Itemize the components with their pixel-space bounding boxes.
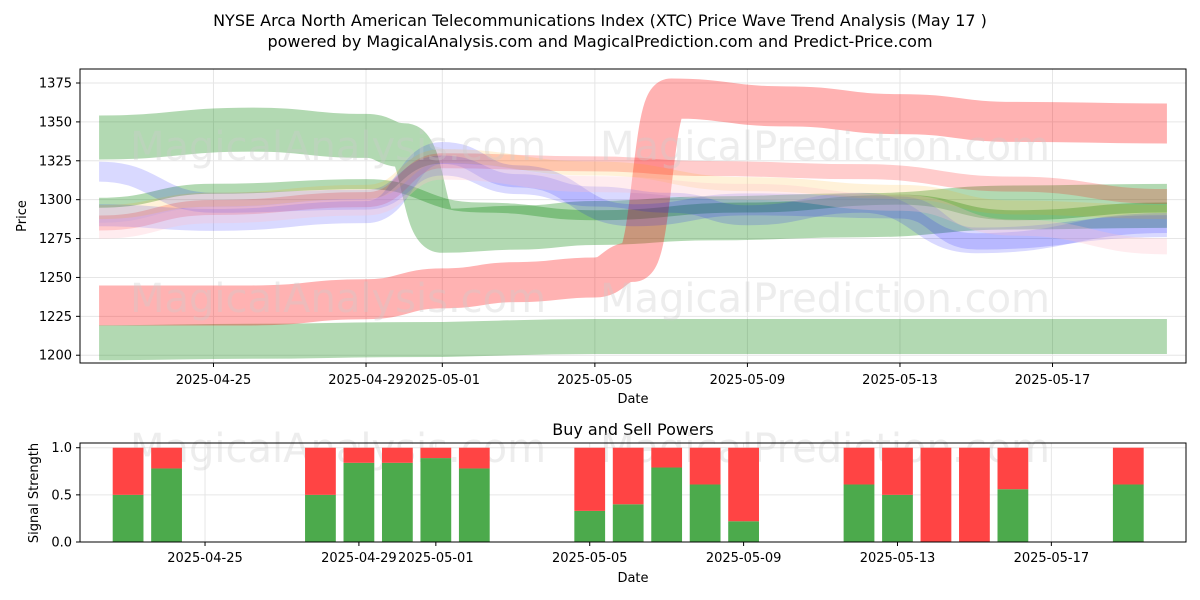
price-ticks: 1200 1225 1250 1275 1300 1325 1350 1375 2025-04-… xyxy=(39,77,1090,389)
price-ytick-label: 1325 xyxy=(39,154,72,169)
price-grid xyxy=(80,69,1186,363)
price-band-blue xyxy=(99,142,1167,250)
watermark: MagicalAnalysis.com xyxy=(130,276,546,322)
buy-power-bar xyxy=(728,521,759,542)
buy-power-bar xyxy=(689,484,721,542)
price-ytick-label: 1225 xyxy=(39,310,72,325)
watermark: MagicalPrediction.com xyxy=(600,276,1050,322)
buy-power-bar xyxy=(420,458,452,542)
sell-power-bar xyxy=(651,447,683,468)
signal-axes-frame xyxy=(79,442,1187,543)
buy-power-bar xyxy=(151,468,182,542)
watermark: MagicalAnalysis.com xyxy=(130,124,546,170)
signal-title: Buy and Sell Powers xyxy=(552,420,714,439)
signal-xtick-label: 2025-04-25 xyxy=(167,551,243,566)
sell-power-bar xyxy=(420,447,452,459)
price-xtick-label: 2025-04-29 xyxy=(328,373,404,388)
signal-ticks: 0.0 0.5 1.0 2025-04-25 2025-04-29 2025-05-01 2… xyxy=(51,441,1089,566)
price-band-pink xyxy=(99,163,1167,255)
price-ylabel: Price xyxy=(15,200,30,232)
signal-ytick-label: 0.5 xyxy=(51,488,72,503)
sell-power-bar xyxy=(1112,447,1144,485)
chart-subtitle: powered by MagicalAnalysis.com and Magic… xyxy=(267,32,932,51)
signal-xtick-label: 2025-05-09 xyxy=(706,551,782,566)
price-band-red xyxy=(99,78,1167,326)
price-watermarks: MagicalAnalysis.com MagicalPrediction.co… xyxy=(130,124,1050,322)
price-xlabel: Date xyxy=(617,392,648,407)
sell-power-bar xyxy=(920,447,952,542)
price-axes-frame xyxy=(79,68,1187,364)
price-panel: MagicalAnalysis.com MagicalPrediction.co… xyxy=(15,68,1187,407)
sell-power-bar xyxy=(882,447,913,495)
buy-power-bar xyxy=(997,489,1029,542)
price-ytick-label: 1250 xyxy=(39,271,72,286)
price-xtick-label: 2025-05-17 xyxy=(1015,373,1091,388)
sell-power-bar xyxy=(997,447,1029,490)
sell-power-bar xyxy=(959,447,990,542)
price-band-orange xyxy=(99,149,1167,220)
price-band-green xyxy=(99,319,1167,361)
price-ytick-label: 1300 xyxy=(39,193,72,208)
signal-xlabel: Date xyxy=(617,571,648,586)
buy-power-bar xyxy=(305,494,336,542)
price-band-green xyxy=(99,107,1167,253)
buy-power-bar xyxy=(882,494,913,542)
chart-title: NYSE Arca North American Telecommunicati… xyxy=(213,11,987,30)
sell-power-bar xyxy=(381,447,413,463)
price-xtick-label: 2025-05-01 xyxy=(405,373,481,388)
watermark: MagicalPrediction.com xyxy=(600,124,1050,170)
sell-power-bar xyxy=(574,447,606,511)
sell-power-bar xyxy=(612,447,644,505)
signal-xtick-label: 2025-05-17 xyxy=(1014,551,1090,566)
signal-xtick-label: 2025-05-01 xyxy=(398,551,474,566)
buy-power-bar xyxy=(112,494,144,542)
buy-power-bar xyxy=(1112,484,1144,542)
price-band-green xyxy=(99,179,1167,221)
sell-power-bar xyxy=(843,447,875,485)
buy-power-bar xyxy=(458,468,490,542)
signal-panel: Buy and Sell Powers MagicalAnalysis.com … xyxy=(27,420,1187,586)
price-xtick-label: 2025-05-13 xyxy=(862,373,938,388)
price-ytick-label: 1200 xyxy=(39,349,72,364)
price-band-blue xyxy=(98,155,1167,254)
sell-power-bar xyxy=(112,447,144,495)
signal-ytick-label: 0.0 xyxy=(51,536,72,551)
signal-ytick-label: 1.0 xyxy=(51,441,72,456)
buy-power-bar xyxy=(343,462,375,542)
sell-power-bar xyxy=(343,447,375,463)
signal-xtick-label: 2025-04-29 xyxy=(321,551,397,566)
sell-power-bar xyxy=(689,447,721,485)
price-xtick-label: 2025-05-05 xyxy=(557,373,633,388)
signal-ylabel: Signal Strength xyxy=(27,443,42,543)
price-ytick-label: 1375 xyxy=(39,77,72,92)
signal-xtick-label: 2025-05-13 xyxy=(860,551,936,566)
sell-power-bar xyxy=(151,447,182,469)
price-ytick-label: 1350 xyxy=(39,115,72,130)
price-xtick-label: 2025-04-25 xyxy=(176,373,252,388)
buy-power-bar xyxy=(574,510,606,542)
price-xtick-label: 2025-05-09 xyxy=(710,373,786,388)
buy-power-bar xyxy=(381,462,413,542)
sell-power-bar xyxy=(458,447,490,469)
sell-power-bar xyxy=(305,447,336,495)
signal-bars xyxy=(112,447,1144,542)
buy-power-bar xyxy=(612,504,644,542)
price-band-red xyxy=(99,153,1167,231)
buy-power-bar xyxy=(843,484,875,542)
price-ytick-label: 1275 xyxy=(39,232,72,247)
price-bands xyxy=(98,78,1167,361)
sell-power-bar xyxy=(728,447,759,522)
signal-xtick-label: 2025-05-05 xyxy=(552,551,628,566)
buy-power-bar xyxy=(651,467,683,542)
